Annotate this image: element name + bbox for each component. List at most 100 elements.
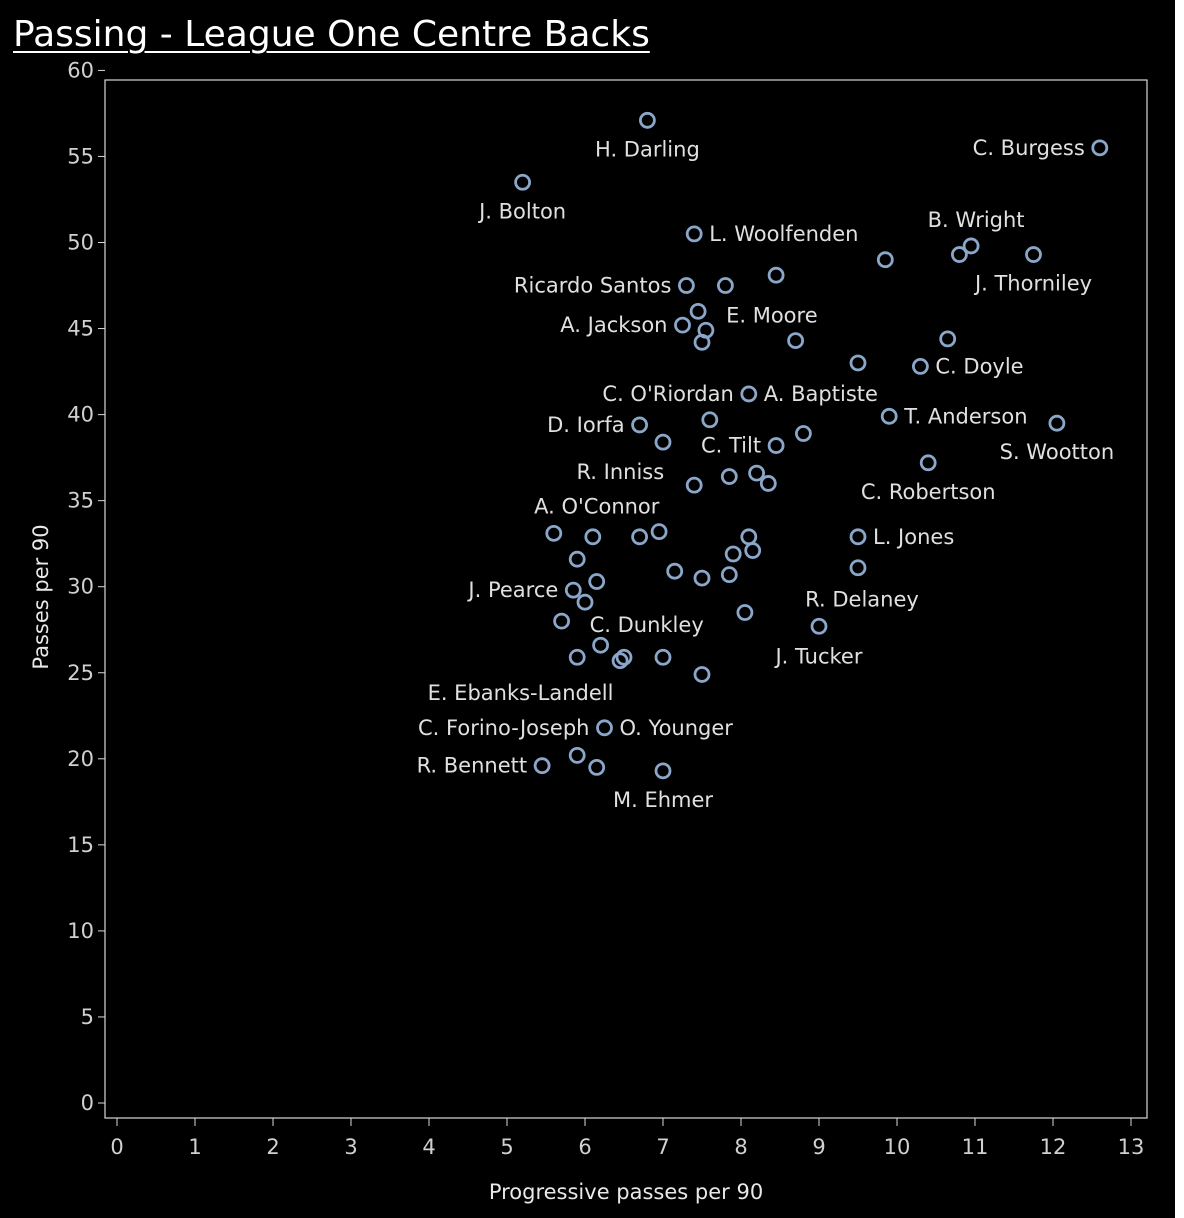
y-tick-label: 50 [67,231,94,255]
data-point [654,433,672,451]
data-point [596,719,613,737]
data-points [514,111,1109,780]
x-tick-label: 2 [266,1135,279,1159]
data-point [678,277,695,294]
data-point [685,225,703,243]
point-label: J. Bolton [477,199,566,223]
data-point [631,416,648,434]
data-point [564,581,582,599]
data-point [876,251,894,269]
y-tick-label: 5 [81,1005,94,1029]
data-point [674,316,691,334]
y-tick-label: 45 [67,317,94,341]
data-point [767,437,785,454]
data-point [588,573,606,590]
x-tick-label: 3 [344,1135,357,1159]
point-label: L. Jones [873,525,954,549]
x-tick-label: 4 [422,1135,435,1159]
data-point [514,173,531,191]
point-label: O. Younger [620,716,734,740]
y-tick-label: 15 [67,833,94,857]
data-point [1025,246,1042,263]
x-tick-label: 10 [884,1135,911,1159]
x-tick-label: 7 [656,1135,669,1159]
data-point [740,385,758,403]
point-label: C. Doyle [935,354,1023,378]
point-label: R. Inniss [576,460,664,484]
point-label: L. Woolfenden [709,222,858,246]
y-tick-label: 55 [67,144,94,168]
data-point [795,425,812,442]
data-point [588,759,606,776]
x-tick-label: 1 [188,1135,201,1159]
page-title: Passing - League One Centre Backs [13,14,650,55]
y-tick-label: 25 [67,661,94,685]
data-point [740,528,758,546]
data-point [639,111,656,129]
data-point [912,358,929,375]
point-label: C. Dunkley [590,613,704,637]
data-point [849,559,867,577]
data-point [744,542,762,559]
x-tick-label: 13 [1118,1135,1145,1159]
y-tick-label: 20 [67,747,94,771]
data-point [720,468,738,485]
point-label: C. O'Riordan [602,382,733,406]
y-tick-label: 0 [81,1091,94,1115]
data-point [568,648,586,666]
data-point [849,528,867,546]
point-label: C. Burgess [973,136,1085,160]
x-tick-label: 11 [962,1135,989,1159]
data-point [880,407,898,425]
data-point [810,617,828,635]
y-tick-label: 30 [67,575,94,599]
x-tick-label: 5 [500,1135,513,1159]
data-point [693,569,711,587]
x-axis-label: Progressive passes per 90 [489,1180,763,1204]
data-point [545,524,563,542]
data-point [584,528,602,546]
y-axis: 0 5 10 15 20 25 30 35 40 45 50 55 60 [67,58,105,1115]
point-label: C. Robertson [861,480,996,504]
data-point [553,612,570,630]
point-label: C. Tilt [701,434,761,458]
point-label: J. Pearce [466,578,558,602]
data-point [717,277,734,294]
point-label: S. Wootton [1000,440,1115,464]
data-point [576,593,594,611]
point-label: J. Tucker [773,644,862,668]
data-point [533,757,551,775]
point-label: A. Jackson [560,313,667,337]
plot-frame [104,79,1148,1119]
data-point [759,475,777,492]
point-label: E. Ebanks-Landell [428,681,614,705]
window-edge [1175,0,1184,1218]
data-point [720,566,738,584]
x-tick-label: 12 [1040,1135,1067,1159]
data-point [650,523,668,541]
data-point [962,237,980,255]
point-label: T. Anderson [903,404,1027,428]
data-point [592,636,609,654]
data-point [611,652,629,670]
point-label: M. Ehmer [613,788,713,812]
data-point [615,648,633,666]
point-label: B. Wright [928,208,1025,232]
data-point [767,266,785,284]
data-point [685,476,703,494]
x-tick-label: 8 [734,1135,747,1159]
point-label: R. Delaney [805,587,919,611]
data-point [701,411,719,429]
y-axis-label: Passes per 90 [29,524,53,669]
data-point [654,648,672,666]
x-tick-label: 0 [110,1135,123,1159]
point-label: C. Forino-Joseph [418,716,590,740]
point-label: H. Darling [595,137,700,161]
point-label: R. Bennett [417,754,528,778]
data-point [849,354,867,372]
plot-border [104,79,1148,1119]
data-point [1091,139,1109,157]
data-point [939,330,957,348]
point-label: A. Baptiste [764,382,878,406]
